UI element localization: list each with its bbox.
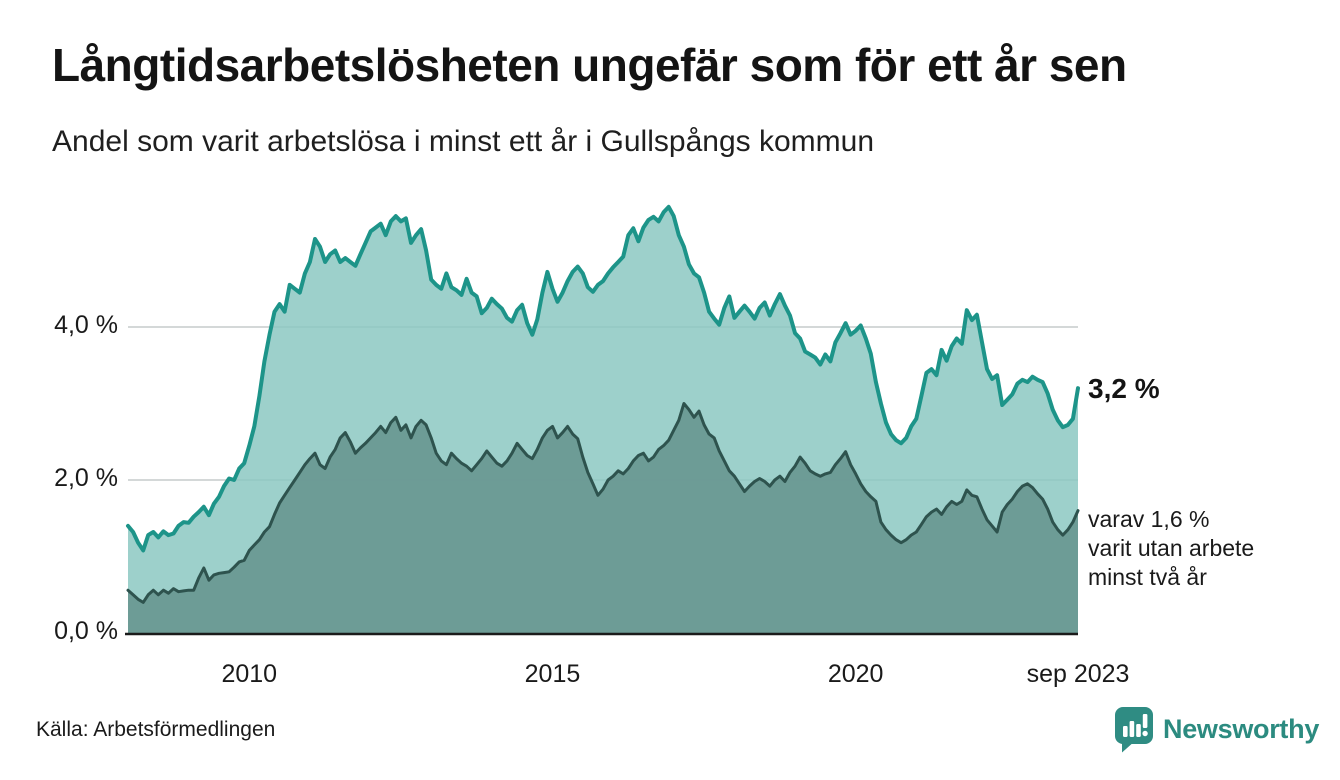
source-credit: Källa: Arbetsförmedlingen [36, 718, 276, 741]
x-axis-tick-2015: 2015 [524, 660, 581, 688]
chart-subtitle: Andel som varit arbetslösa i minst ett å… [52, 125, 874, 158]
chart-title: Långtidsarbetslösheten ungefär som för e… [52, 39, 1127, 91]
y-axis-tick-0pct: 0,0 % [54, 617, 118, 645]
line-total-unemployed-1yr [126, 204, 1080, 553]
newsworthy-logo-icon [1115, 707, 1153, 753]
newsworthy-brand: Newsworthy [1114, 707, 1319, 753]
x-axis-tick-2010: 2010 [221, 660, 278, 688]
newsworthy-wordmark: Newsworthy [1163, 714, 1320, 744]
two-year-annotation-line2: varit utan arbete [1088, 535, 1255, 561]
x-axis-tick-sep-2023: sep 2023 [1026, 660, 1130, 688]
latest-total-value-label: 3,2 % [1088, 373, 1160, 404]
y-axis-tick-4pct: 4,0 % [54, 311, 118, 339]
two-year-annotation-line3: minst två år [1088, 564, 1207, 590]
two-year-annotation-line1: varav 1,6 % [1088, 506, 1210, 532]
two-year-annotation: varav 1,6 % varit utan arbete minst två … [1088, 505, 1254, 592]
y-axis-tick-2pct: 2,0 % [54, 464, 118, 492]
x-axis-tick-2020: 2020 [827, 660, 884, 688]
line-unemployed-2yr [126, 402, 1080, 604]
